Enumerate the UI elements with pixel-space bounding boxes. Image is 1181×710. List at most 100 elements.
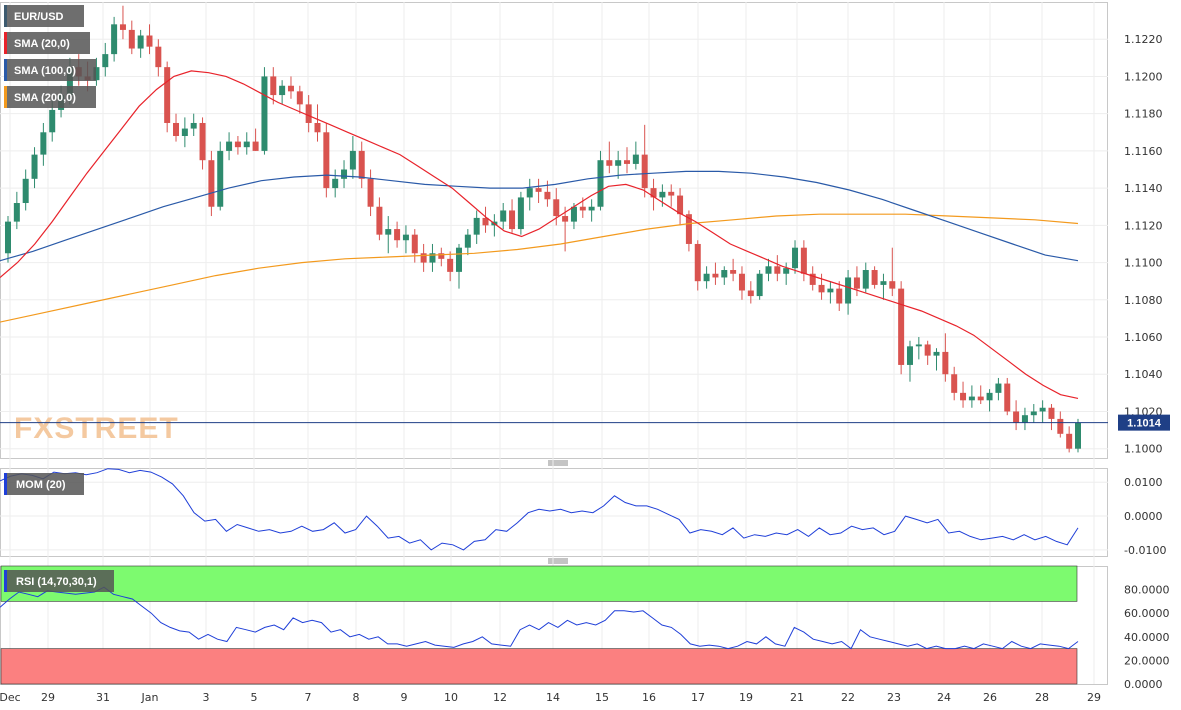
candle-body	[898, 288, 905, 365]
price-tick-label: 1.1080	[1124, 294, 1163, 307]
price-tick-label: 1.1060	[1124, 331, 1163, 344]
candle-body	[889, 281, 896, 289]
candle-body	[13, 203, 20, 222]
candle-body	[579, 206, 586, 211]
candle-body	[349, 150, 356, 170]
candle-body	[376, 206, 383, 235]
legend-box	[4, 32, 90, 54]
price-tick-label: 1.1140	[1124, 182, 1163, 195]
candle-body	[650, 188, 657, 198]
candle-body	[217, 150, 224, 207]
price-tick-label: 1.1040	[1124, 368, 1163, 381]
time-tick-label: 14	[546, 691, 560, 704]
candle-body	[261, 76, 268, 151]
candle-body	[509, 210, 516, 230]
legend-swatch	[4, 5, 7, 27]
rsi-oversold-band	[0, 648, 1078, 685]
candle-body	[712, 273, 719, 278]
time-tick-label: 24	[937, 691, 951, 704]
momentum-tick-label: 0.0000	[1124, 510, 1163, 523]
candle-body	[544, 191, 551, 200]
candle-body	[924, 344, 931, 356]
candle-body	[942, 351, 949, 375]
candle-body	[66, 67, 73, 96]
candle-body	[22, 178, 29, 204]
candle-body	[5, 221, 11, 254]
candle-body	[845, 277, 852, 304]
legend-label: EUR/USD	[14, 11, 64, 23]
candle-body	[111, 24, 118, 55]
time-tick-label: 12	[493, 691, 507, 704]
rsi-tick-label: 0.0000	[1124, 678, 1163, 691]
candle-body	[836, 288, 843, 304]
candle-body	[677, 195, 684, 215]
legend-swatch	[4, 86, 7, 108]
candle-body	[482, 217, 489, 226]
legend-swatch	[4, 59, 7, 81]
candle-body	[473, 217, 480, 235]
rsi-line	[0, 586, 1079, 650]
candle-body	[853, 277, 860, 289]
candle-body	[800, 247, 807, 274]
candle-body	[119, 24, 126, 30]
price-tick-label: 1.1120	[1124, 219, 1163, 232]
candle-body	[632, 154, 639, 164]
price-tick-label: 1.1220	[1124, 33, 1163, 46]
candle-body	[730, 270, 737, 274]
price-panel	[0, 2, 1108, 459]
time-tick-label: 29	[1087, 691, 1101, 704]
rsi-tick-label: 60.0000	[1124, 607, 1170, 620]
candle-body	[296, 91, 303, 105]
candle-body	[1021, 415, 1028, 423]
candle-body	[606, 160, 613, 166]
momentum-legend-swatch	[4, 473, 7, 495]
rsi-legend-box	[4, 570, 114, 592]
candle-body	[765, 266, 772, 274]
candle-body	[358, 150, 365, 179]
candle-body	[287, 85, 294, 92]
candle-body	[464, 234, 471, 248]
time-tick-label: Jan	[141, 691, 159, 704]
candle-body	[243, 141, 250, 148]
candle-body	[756, 273, 763, 297]
candle-body	[906, 346, 913, 365]
time-tick-label: 7	[305, 691, 312, 704]
candle-body	[668, 191, 675, 196]
candle-body	[1075, 422, 1081, 449]
candle-body	[332, 178, 339, 189]
candle-body	[1013, 411, 1020, 423]
candle-body	[199, 122, 206, 161]
legend-swatch	[4, 32, 7, 54]
time-tick-label: 19	[739, 691, 753, 704]
candle-body	[394, 229, 401, 241]
rsi-legend-label: RSI (14,70,30,1)	[16, 576, 97, 588]
candle-body	[500, 210, 507, 222]
candle-body	[827, 288, 834, 293]
candle-body	[305, 104, 312, 123]
momentum-tick-label: -0.0100	[1124, 544, 1166, 557]
candle-body	[792, 247, 799, 269]
candle-body	[438, 253, 445, 259]
candle-body	[951, 374, 958, 393]
time-tick-label: 8	[353, 691, 360, 704]
last-price-value: 1.1014	[1127, 418, 1162, 430]
candle-body	[137, 35, 144, 49]
candle-body	[535, 188, 542, 192]
momentum-legend-label: MOM (20)	[16, 479, 66, 491]
time-tick-label: 3	[203, 691, 210, 704]
legend-box	[4, 5, 84, 27]
rsi-tick-label: 40.0000	[1124, 631, 1170, 644]
price-tick-label: 1.1000	[1124, 443, 1163, 456]
candle-body	[747, 290, 754, 297]
candle-body	[774, 266, 781, 274]
candle-body	[447, 258, 454, 272]
candle-body	[40, 132, 47, 155]
time-tick-label: 10	[444, 691, 458, 704]
candle-body	[1030, 411, 1037, 416]
candle-body	[155, 46, 162, 68]
candle-body	[659, 191, 666, 198]
candle-body	[279, 85, 286, 96]
candle-body	[960, 392, 967, 401]
candle-body	[341, 169, 348, 179]
